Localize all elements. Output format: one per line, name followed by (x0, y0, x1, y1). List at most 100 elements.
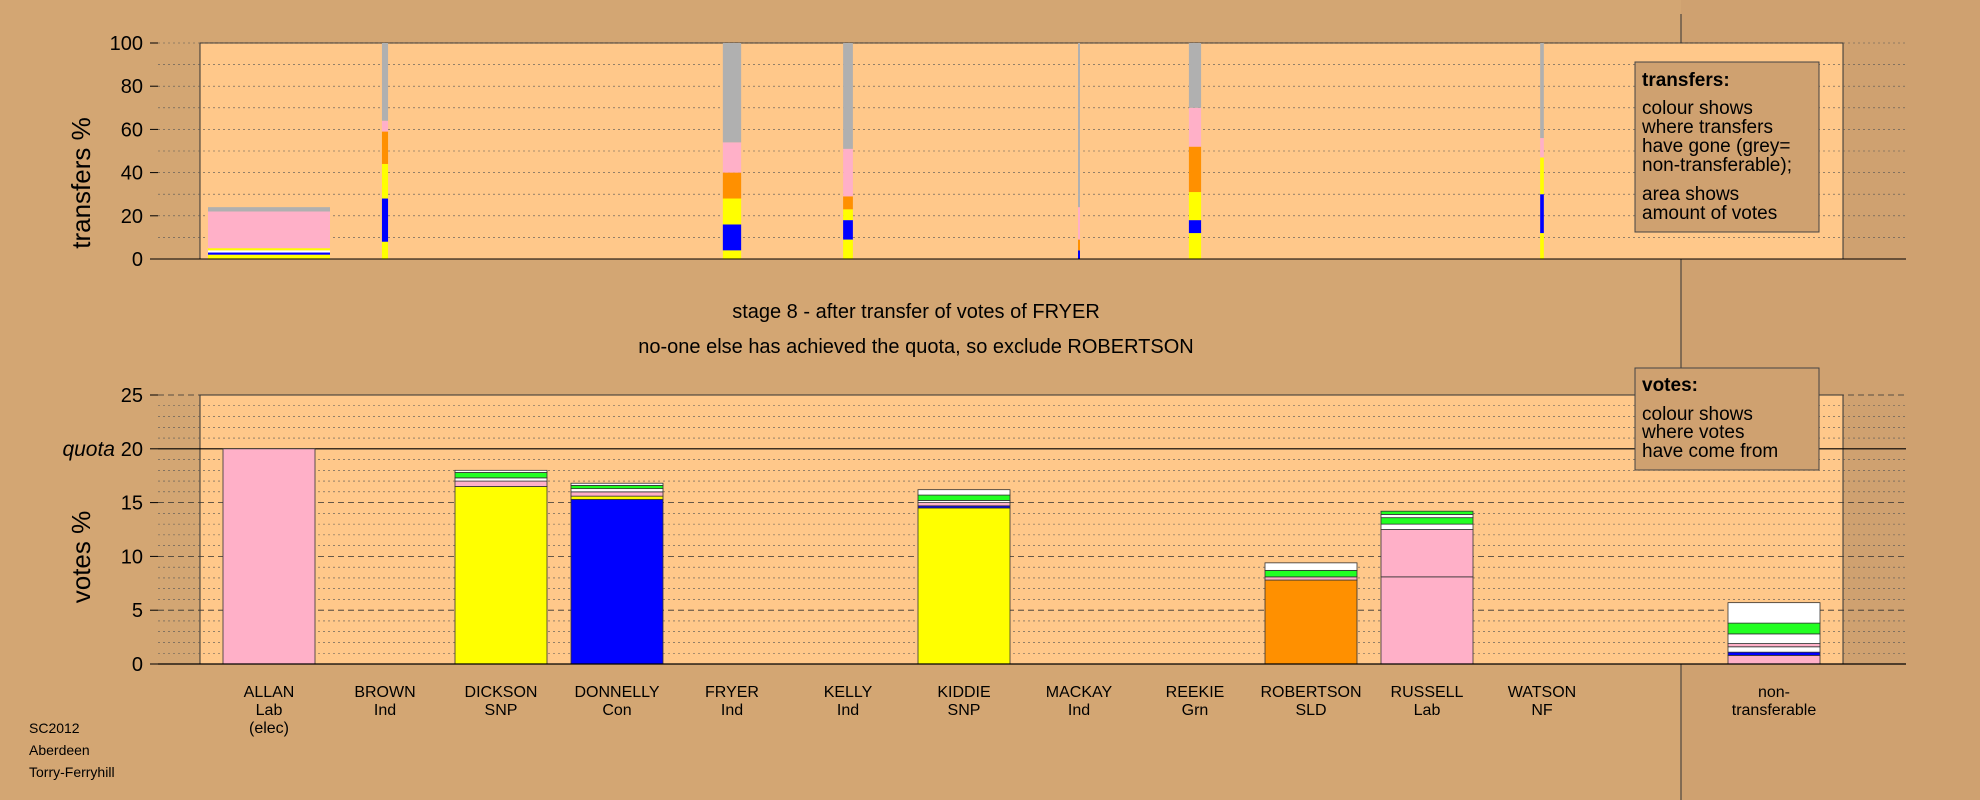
stage-subtitle: no-one else has achieved the quota, so e… (638, 336, 1194, 358)
votes-legend-line: have come from (1642, 441, 1778, 462)
transfers-y-tick-label: 80 (121, 76, 143, 98)
nontransferable-segment (1727, 654, 1821, 665)
transfers-y-tick-label: 0 (132, 249, 143, 271)
transfers-legend-line: amount of votes (1642, 203, 1777, 224)
transfers-legend-line: colour shows (1642, 98, 1753, 119)
candidate-label: FRYER (705, 684, 759, 701)
candidate-label: (elec) (249, 720, 289, 737)
candidate-label: RUSSELL (1391, 684, 1464, 701)
stage-title: stage 8 - after transfer of votes of FRY… (732, 301, 1100, 323)
vote-segment (454, 477, 548, 482)
transfer-segment (1540, 138, 1544, 158)
vote-segment (1264, 562, 1358, 571)
transfers-plot-area (199, 42, 1844, 260)
transfer-segment (843, 148, 853, 197)
transfers-legend-line: non-transferable); (1642, 155, 1792, 176)
votes-y-tick-label: 5 (132, 600, 143, 622)
candidate-label: SNP (948, 702, 981, 719)
transfer-segment (381, 163, 389, 199)
transfers-legend-line: have gone (grey= (1642, 136, 1790, 157)
transfer-segment (843, 209, 853, 221)
vote-segment (570, 482, 664, 486)
candidate-label: Ind (1068, 702, 1090, 719)
nontransferable-label: transferable (1732, 702, 1817, 719)
transfer-segment (1188, 146, 1202, 193)
candidate-label: MACKAY (1046, 684, 1113, 701)
transfer-segment (1078, 250, 1080, 259)
transfer-segment (1540, 233, 1544, 259)
candidate-label: Lab (256, 702, 283, 719)
vote-segment (454, 469, 548, 473)
transfer-segment (208, 248, 330, 251)
votes-y-tick-label: 25 (121, 385, 143, 407)
nontransferable-segment (1727, 643, 1821, 648)
transfer-segment (381, 43, 389, 121)
votes-y-axis-label: votes % (66, 511, 96, 604)
transfer-segment (208, 250, 330, 253)
nontransferable-label: non- (1758, 684, 1790, 701)
transfer-segment (1078, 239, 1080, 251)
candidate-label: KELLY (824, 684, 873, 701)
candidate-labels: ALLANLab(elec)BROWNIndDICKSONSNPDONNELLY… (244, 684, 1817, 737)
candidate-label: Con (602, 702, 631, 719)
transfer-segment (1188, 233, 1202, 259)
transfer-segment (381, 120, 389, 132)
vote-segment (1380, 510, 1474, 515)
votes-plot-area (199, 394, 1844, 665)
nontransferable-segment (1727, 646, 1821, 653)
transfers-y-axis-label: transfers % (66, 117, 96, 249)
nontransferable-segment (1727, 622, 1821, 635)
candidate-label: BROWN (354, 684, 415, 701)
vote-segment (1264, 569, 1358, 578)
vote-segment (917, 489, 1011, 496)
votes-legend-box (1634, 367, 1820, 471)
transfer-segment (722, 198, 742, 225)
transfer-segment (381, 198, 389, 242)
transfer-segment (722, 43, 742, 143)
transfer-segment (843, 239, 853, 259)
vote-segment (570, 484, 664, 490)
candidate-label: KIDDIE (937, 684, 990, 701)
candidate-label: ALLAN (244, 684, 295, 701)
votes-y-tick-label: 15 (121, 493, 143, 515)
candidate-label: WATSON (1508, 684, 1576, 701)
candidate-label: NF (1531, 702, 1553, 719)
votes-legend-title: votes: (1642, 375, 1698, 396)
transfer-segment (1540, 43, 1544, 139)
transfer-segment (843, 220, 853, 240)
transfers-y-tick-label: 60 (121, 119, 143, 141)
transfers-y-tick-label: 100 (110, 33, 143, 55)
transfer-segment (843, 196, 853, 210)
candidate-label: SNP (485, 702, 518, 719)
vote-segment (1264, 576, 1358, 581)
candidate-label: DICKSON (465, 684, 538, 701)
transfer-segment (843, 43, 853, 149)
vote-segment (1380, 517, 1474, 525)
candidate-label: ROBERTSON (1260, 684, 1361, 701)
transfer-segment (1188, 107, 1202, 147)
vote-segment (1264, 579, 1358, 665)
footer-code: SC2012 (29, 720, 80, 736)
footer-council: Aberdeen (29, 742, 90, 758)
votes-legend: votes: colour shows where votes have com… (1634, 367, 1820, 471)
transfer-segment (1188, 43, 1202, 108)
vote-segment (454, 480, 548, 487)
transfers-legend-line: where transfers (1641, 117, 1773, 138)
candidate-label: Ind (374, 702, 396, 719)
vote-segment (222, 448, 316, 665)
vote-segment (454, 486, 548, 665)
candidate-label: Ind (721, 702, 743, 719)
vote-segment (570, 498, 664, 665)
candidate-label: REEKIE (1166, 684, 1225, 701)
vote-segment (1380, 523, 1474, 530)
transfer-segment (722, 250, 742, 259)
votes-chart: 0 5 10 15 20 25 quota (62, 385, 1906, 676)
votes-y-tick-label: 20 (121, 439, 143, 461)
vote-segment (1380, 576, 1474, 665)
transfer-segment (1188, 192, 1202, 221)
transfers-legend-box (1634, 61, 1820, 233)
nontransferable-segment (1727, 633, 1821, 644)
footer: SC2012 Aberdeen Torry-Ferryhill (29, 720, 115, 780)
nontransferable-segment (1727, 602, 1821, 624)
